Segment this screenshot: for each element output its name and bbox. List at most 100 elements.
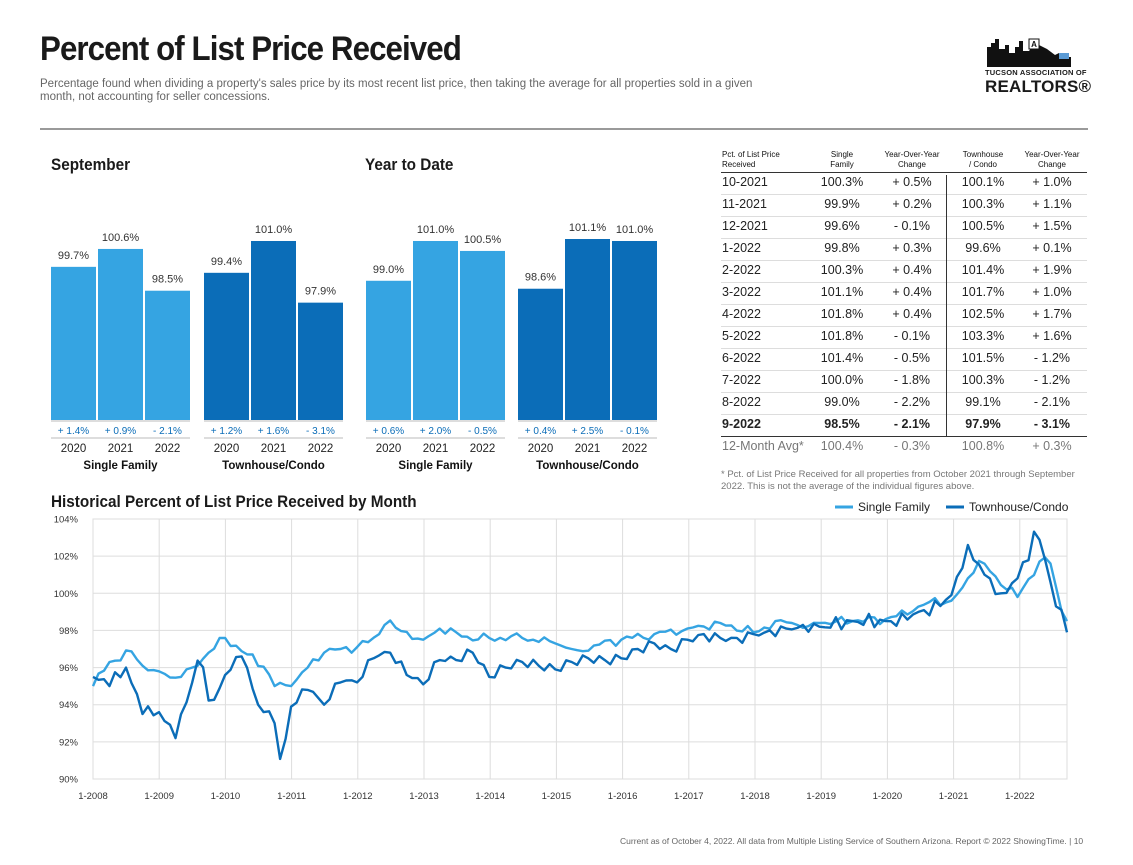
table-cell: 101.1% [820,285,864,299]
bar-change-label: + 2.5% [572,426,604,437]
table-cell: + 1.7% [1032,307,1072,321]
bar-september-0-0 [51,266,96,420]
table-cell: 3-2022 [722,285,761,299]
bar-change-label: - 0.5% [468,426,497,437]
x-tick-label: 1-2009 [144,791,174,802]
table-cell: + 1.5% [1032,219,1072,233]
svg-text:A: A [1031,40,1037,49]
bar-year-label: 2020 [528,443,554,455]
table-cell: - 2.1% [1033,395,1071,409]
y-tick-label: 102% [54,552,79,563]
ytd-title: Year to Date [365,155,454,174]
logo-line-2: REALTORS® [985,77,1092,96]
x-tick-label: 1-2020 [873,791,903,802]
table-cell: + 0.4% [892,307,932,321]
y-tick-label: 100% [54,589,79,600]
table-cell: - 3.1% [1033,417,1071,431]
table-row-rule [721,370,1087,371]
bar-september-0-1 [98,248,143,420]
table-cell: - 1.2% [1033,351,1071,365]
table-row-rule [721,348,1087,349]
bar-group-label: Single Family [398,460,473,472]
legend-label: Single Family [858,500,930,514]
table-cell: 99.1% [965,395,1001,409]
table-header: Townhouse / Condo [962,150,1004,169]
bar-year-label: 2021 [108,443,134,455]
line-chart: 90% 92% 94% 96% 98% 100% 102% 104% 1-2008 1-2009 1… [54,500,1069,802]
table-cell: 101.8% [820,329,864,343]
x-tick-label: 1-2012 [343,791,373,802]
table-cell: - 0.1% [893,219,931,233]
x-tick-label: 1-2011 [277,791,306,802]
bar-year-label: 2022 [470,443,496,455]
bar-september-1-2 [298,302,343,420]
table-cell: 7-2022 [722,373,761,387]
table-cell: 100.5% [961,219,1005,233]
table-cell: 6-2022 [722,351,761,365]
y-tick-label: 94% [59,700,79,711]
table-cell: 2-2022 [722,263,761,277]
september-title: September [51,155,131,174]
table-cell: - 0.1% [893,329,931,343]
logo-line-1: TUCSON ASSOCIATION OF [985,68,1087,77]
table-avg-cell: + 0.3% [1032,439,1072,453]
table-header: Single Family [830,150,854,169]
x-tick-label: 1-2014 [475,791,505,802]
x-tick-label: 1-2022 [1005,791,1035,802]
x-tick-label: 1-2010 [211,791,241,802]
table-cell: 99.6% [965,241,1001,255]
table-cell: + 1.1% [1032,197,1072,211]
y-tick-label: 104% [54,515,79,526]
table-cell: 100.1% [961,175,1005,189]
table-header: Pct. of List Price Received [722,150,780,169]
table-cell: 101.7% [961,285,1005,299]
table-cell: 100.0% [820,373,864,387]
table-cell: - 1.8% [893,373,931,387]
bar-change-label: + 1.4% [58,426,90,437]
bar-value-label: 101.0% [616,224,654,236]
page-title: Percent of List Price Received [40,30,462,68]
table-row-rule [721,436,1087,437]
table-cell: + 1.6% [1032,329,1072,343]
table-row-rule [721,282,1087,283]
bar-value-label: 97.9% [305,286,336,298]
legend-label: Townhouse/Condo [969,500,1069,514]
bar-year-label: 2021 [575,443,601,455]
table-cell: + 0.3% [892,241,932,255]
table-row-rule [721,216,1087,217]
realtors-logo: A TUCSON ASSOCIATION OF REALTORS® [985,35,1091,96]
table-cell: - 0.5% [893,351,931,365]
table-cell: 101.5% [961,351,1005,365]
bar-value-label: 98.5% [152,274,183,286]
table-cell: 9-2022 [722,417,761,431]
series-line-single-family [91,556,1069,688]
table-cell: 10-2021 [722,175,768,189]
table-row-rule [721,414,1087,415]
table-avg-cell: 12-Month Avg* [722,439,804,453]
table-cell: 12-2021 [722,219,768,233]
bar-value-label: 99.4% [211,256,242,268]
table-row-rule [721,304,1087,305]
bar-year-label: 2020 [214,443,240,455]
table-cell: + 1.0% [1032,285,1072,299]
bar-change-label: - 2.1% [153,426,182,437]
bar-year-label: 2022 [308,443,334,455]
table-cell: + 0.1% [1032,241,1072,255]
table-row-rule [721,194,1087,195]
table-cell: 4-2022 [722,307,761,321]
table-header: Year-Over-Year Change [1024,150,1080,169]
bar-ytd-0-1 [413,240,458,420]
skyline-icon: A [987,38,1071,67]
table-cell: 100.3% [961,197,1005,211]
bar-ytd-1-1 [565,239,610,420]
table-cell: + 1.9% [1032,263,1072,277]
series-line-townhouse-condo [92,530,1069,761]
table-cell: 99.8% [824,241,860,255]
table-cell: 11-2021 [722,197,767,211]
table-avg-cell: 100.8% [961,439,1005,453]
page-subtitle: Percentage found when dividing a propert… [40,78,753,103]
bar-value-label: 101.0% [255,224,293,236]
table-header: Year-Over-Year Change [884,150,940,169]
x-tick-label: 1-2017 [674,791,704,802]
bar-ytd-0-2 [460,250,505,420]
